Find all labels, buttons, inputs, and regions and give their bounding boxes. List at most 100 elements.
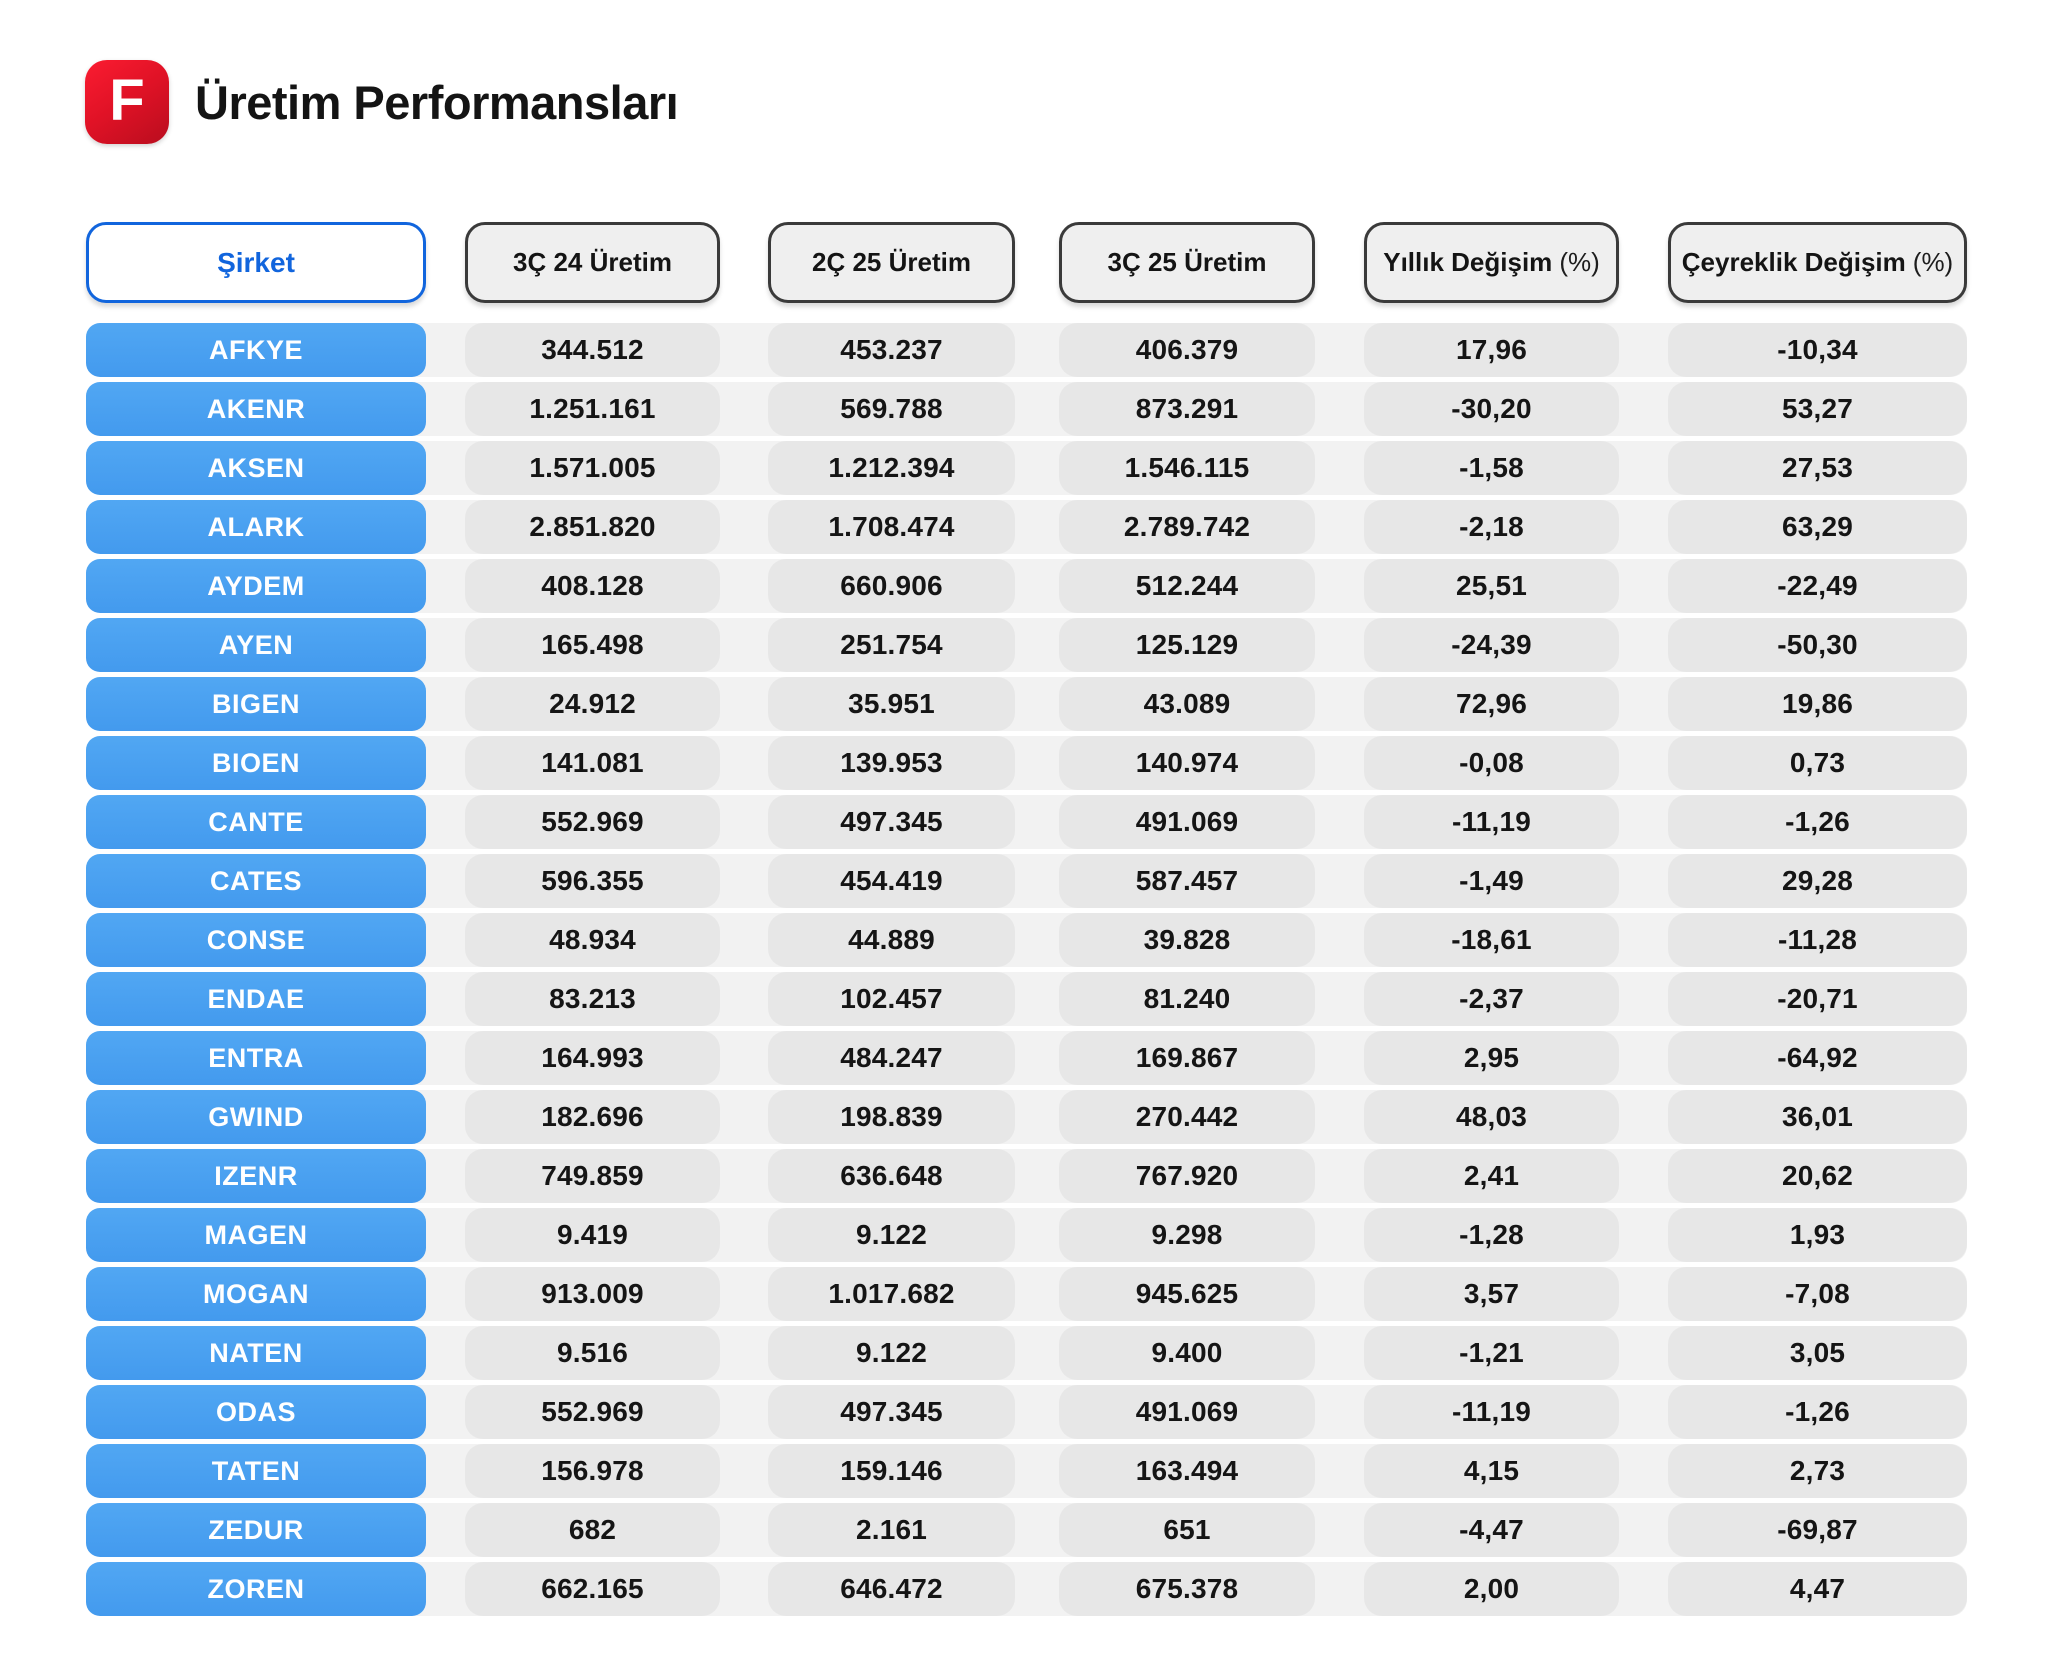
cell-q2-25-uretim: 251.754	[768, 618, 1015, 672]
logo-letter: F	[109, 68, 145, 133]
cell-yillik-degisim: -11,19	[1364, 1385, 1619, 1439]
cell-q2-25-uretim: 569.788	[768, 382, 1015, 436]
cell-q2-25-uretim: 102.457	[768, 972, 1015, 1026]
table-row: AFKYE 344.512 453.237 406.379 17,96 -10,…	[86, 323, 1967, 377]
table-row: ZEDUR 682 2.161 651 -4,47 -69,87	[86, 1503, 1967, 1557]
ticker-pill[interactable]: CONSE	[86, 913, 426, 967]
table-row: BIGEN 24.912 35.951 43.089 72,96 19,86	[86, 677, 1967, 731]
table-header-row: Şirket 3Ç 24 Üretim 2Ç 25 Üretim 3Ç 25 Ü…	[86, 222, 1967, 303]
cell-q3-24-uretim: 913.009	[465, 1267, 720, 1321]
cell-q2-25-uretim: 2.161	[768, 1503, 1015, 1557]
cell-q2-25-uretim: 44.889	[768, 913, 1015, 967]
cell-q2-25-uretim: 9.122	[768, 1326, 1015, 1380]
cell-yillik-degisim: -1,21	[1364, 1326, 1619, 1380]
column-header-q3-24[interactable]: 3Ç 24 Üretim	[465, 222, 720, 303]
column-header-q3-25[interactable]: 3Ç 25 Üretim	[1059, 222, 1315, 303]
cell-ceyreklik-degisim: -69,87	[1668, 1503, 1967, 1557]
cell-q3-24-uretim: 552.969	[465, 1385, 720, 1439]
percent-suffix: (%)	[1559, 247, 1600, 277]
column-header-ceyreklik-degisim[interactable]: Çeyreklik Değişim (%)	[1668, 222, 1967, 303]
cell-q3-25-uretim: 2.789.742	[1059, 500, 1315, 554]
cell-yillik-degisim: -1,49	[1364, 854, 1619, 908]
cell-ceyreklik-degisim: -22,49	[1668, 559, 1967, 613]
cell-yillik-degisim: 72,96	[1364, 677, 1619, 731]
cell-yillik-degisim: -30,20	[1364, 382, 1619, 436]
ticker-pill[interactable]: ZOREN	[86, 1562, 426, 1616]
ticker-pill[interactable]: TATEN	[86, 1444, 426, 1498]
ticker-pill[interactable]: ODAS	[86, 1385, 426, 1439]
cell-q3-24-uretim: 749.859	[465, 1149, 720, 1203]
cell-q3-24-uretim: 408.128	[465, 559, 720, 613]
cell-ceyreklik-degisim: -64,92	[1668, 1031, 1967, 1085]
cell-q3-25-uretim: 767.920	[1059, 1149, 1315, 1203]
cell-yillik-degisim: -18,61	[1364, 913, 1619, 967]
ticker-pill[interactable]: AKSEN	[86, 441, 426, 495]
cell-ceyreklik-degisim: -1,26	[1668, 1385, 1967, 1439]
table-row: MOGAN 913.009 1.017.682 945.625 3,57 -7,…	[86, 1267, 1967, 1321]
ticker-pill[interactable]: AKENR	[86, 382, 426, 436]
cell-q3-24-uretim: 182.696	[465, 1090, 720, 1144]
cell-q3-25-uretim: 140.974	[1059, 736, 1315, 790]
cell-ceyreklik-degisim: 36,01	[1668, 1090, 1967, 1144]
cell-yillik-degisim: 2,41	[1364, 1149, 1619, 1203]
cell-yillik-degisim: -0,08	[1364, 736, 1619, 790]
column-header-label: 3Ç 25 Üretim	[1107, 247, 1267, 277]
column-header-q2-25[interactable]: 2Ç 25 Üretim	[768, 222, 1015, 303]
table-row: AKENR 1.251.161 569.788 873.291 -30,20 5…	[86, 382, 1967, 436]
cell-q3-25-uretim: 163.494	[1059, 1444, 1315, 1498]
ticker-pill[interactable]: NATEN	[86, 1326, 426, 1380]
ticker-pill[interactable]: ALARK	[86, 500, 426, 554]
cell-q3-24-uretim: 24.912	[465, 677, 720, 731]
cell-ceyreklik-degisim: 3,05	[1668, 1326, 1967, 1380]
ticker-pill[interactable]: IZENR	[86, 1149, 426, 1203]
ticker-pill[interactable]: GWIND	[86, 1090, 426, 1144]
ticker-pill[interactable]: ENDAE	[86, 972, 426, 1026]
cell-q2-25-uretim: 636.648	[768, 1149, 1015, 1203]
table-row: ALARK 2.851.820 1.708.474 2.789.742 -2,1…	[86, 500, 1967, 554]
cell-q3-24-uretim: 48.934	[465, 913, 720, 967]
cell-q3-25-uretim: 39.828	[1059, 913, 1315, 967]
ticker-pill[interactable]: CATES	[86, 854, 426, 908]
cell-q2-25-uretim: 35.951	[768, 677, 1015, 731]
ticker-pill[interactable]: MOGAN	[86, 1267, 426, 1321]
cell-q3-24-uretim: 165.498	[465, 618, 720, 672]
column-header-label: Şirket	[217, 246, 295, 278]
cell-ceyreklik-degisim: 63,29	[1668, 500, 1967, 554]
column-header-yillik-degisim[interactable]: Yıllık Değişim (%)	[1364, 222, 1619, 303]
cell-q2-25-uretim: 9.122	[768, 1208, 1015, 1262]
cell-q3-25-uretim: 491.069	[1059, 1385, 1315, 1439]
cell-q2-25-uretim: 646.472	[768, 1562, 1015, 1616]
cell-q3-25-uretim: 125.129	[1059, 618, 1315, 672]
table-row: BIOEN 141.081 139.953 140.974 -0,08 0,73	[86, 736, 1967, 790]
ticker-pill[interactable]: MAGEN	[86, 1208, 426, 1262]
ticker-pill[interactable]: ENTRA	[86, 1031, 426, 1085]
column-header-sirket[interactable]: Şirket	[86, 222, 426, 303]
table-row: ZOREN 662.165 646.472 675.378 2,00 4,47	[86, 1562, 1967, 1616]
ticker-pill[interactable]: AYDEM	[86, 559, 426, 613]
cell-q3-25-uretim: 81.240	[1059, 972, 1315, 1026]
column-header-label: Çeyreklik Değişim	[1681, 247, 1906, 277]
cell-q3-24-uretim: 596.355	[465, 854, 720, 908]
cell-q3-25-uretim: 945.625	[1059, 1267, 1315, 1321]
cell-q3-24-uretim: 156.978	[465, 1444, 720, 1498]
cell-q3-25-uretim: 169.867	[1059, 1031, 1315, 1085]
table-row: CATES 596.355 454.419 587.457 -1,49 29,2…	[86, 854, 1967, 908]
cell-q3-24-uretim: 2.851.820	[465, 500, 720, 554]
ticker-pill[interactable]: ZEDUR	[86, 1503, 426, 1557]
ticker-pill[interactable]: AFKYE	[86, 323, 426, 377]
cell-q2-25-uretim: 660.906	[768, 559, 1015, 613]
table-row: ODAS 552.969 497.345 491.069 -11,19 -1,2…	[86, 1385, 1967, 1439]
table-row: MAGEN 9.419 9.122 9.298 -1,28 1,93	[86, 1208, 1967, 1262]
table-row: NATEN 9.516 9.122 9.400 -1,21 3,05	[86, 1326, 1967, 1380]
ticker-pill[interactable]: AYEN	[86, 618, 426, 672]
ticker-pill[interactable]: BIGEN	[86, 677, 426, 731]
cell-q3-24-uretim: 662.165	[465, 1562, 720, 1616]
cell-yillik-degisim: -2,37	[1364, 972, 1619, 1026]
cell-yillik-degisim: -4,47	[1364, 1503, 1619, 1557]
cell-ceyreklik-degisim: -1,26	[1668, 795, 1967, 849]
cell-yillik-degisim: -11,19	[1364, 795, 1619, 849]
cell-q3-24-uretim: 1.251.161	[465, 382, 720, 436]
cell-q3-24-uretim: 344.512	[465, 323, 720, 377]
ticker-pill[interactable]: CANTE	[86, 795, 426, 849]
ticker-pill[interactable]: BIOEN	[86, 736, 426, 790]
